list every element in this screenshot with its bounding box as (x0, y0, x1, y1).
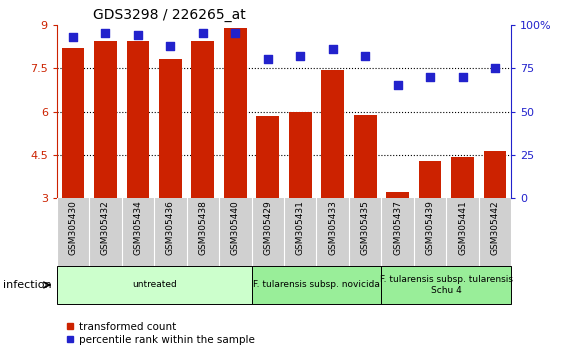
Text: infection: infection (3, 280, 52, 290)
Point (101, 30, 110, 36)
Text: GSM305436: GSM305436 (166, 200, 175, 255)
Bar (127, 41, 149, 198)
Bar (191, 41, 214, 198)
Point (231, 30, 240, 36)
Bar (224, 28, 247, 198)
Bar (483, 150, 506, 198)
Bar (94, 41, 117, 198)
Text: GSM305440: GSM305440 (231, 200, 240, 255)
Text: GSM305437: GSM305437 (393, 200, 402, 255)
Bar (419, 161, 441, 198)
Bar (256, 116, 279, 198)
Text: GSM305442: GSM305442 (491, 200, 499, 255)
Bar (57, 266, 252, 304)
Point (425, 74, 435, 80)
Text: GSM305441: GSM305441 (458, 200, 467, 255)
Bar (321, 70, 344, 198)
Bar (62, 48, 85, 198)
Text: GSM305438: GSM305438 (198, 200, 207, 255)
Text: untreated: untreated (132, 280, 177, 290)
Text: GSM305431: GSM305431 (296, 200, 304, 255)
Bar (289, 112, 312, 198)
Point (69, 34, 78, 40)
Point (458, 74, 467, 80)
Bar (354, 115, 377, 198)
Point (133, 32, 143, 38)
Text: GSM305432: GSM305432 (101, 200, 110, 255)
Point (393, 82, 402, 88)
Bar (381, 266, 511, 304)
Text: GDS3298 / 226265_at: GDS3298 / 226265_at (93, 8, 246, 22)
Point (328, 46, 337, 52)
Bar (252, 266, 381, 304)
Text: GSM305429: GSM305429 (264, 200, 272, 255)
Text: F. tularensis subsp. novicida: F. tularensis subsp. novicida (253, 280, 380, 290)
Legend: transformed count, percentile rank within the sample: transformed count, percentile rank withi… (62, 317, 258, 349)
Point (263, 57, 272, 62)
Point (198, 30, 207, 36)
Text: GSM305433: GSM305433 (328, 200, 337, 255)
Bar (451, 157, 474, 198)
Text: GSM305435: GSM305435 (361, 200, 370, 255)
Text: GSM305430: GSM305430 (69, 200, 77, 255)
Point (490, 65, 499, 71)
Point (296, 53, 305, 59)
Text: GSM305439: GSM305439 (425, 200, 435, 255)
Bar (159, 59, 182, 198)
Point (166, 43, 175, 48)
Bar (386, 192, 409, 198)
Point (361, 53, 370, 59)
Text: F. tularensis subsp. tularensis
Schu 4: F. tularensis subsp. tularensis Schu 4 (380, 275, 513, 295)
Text: GSM305434: GSM305434 (133, 200, 143, 255)
